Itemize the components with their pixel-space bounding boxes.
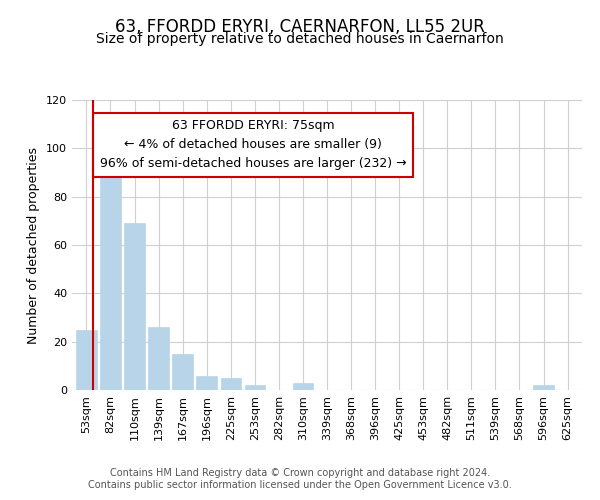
Bar [245,385,265,390]
Bar [293,383,313,390]
Text: 63, FFORDD ERYRI, CAERNARFON, LL55 2UR: 63, FFORDD ERYRI, CAERNARFON, LL55 2UR [115,18,485,36]
Bar [221,378,241,390]
Text: 63 FFORDD ERYRI: 75sqm
← 4% of detached houses are smaller (9)
96% of semi-detac: 63 FFORDD ERYRI: 75sqm ← 4% of detached … [100,120,406,170]
Bar [172,354,193,390]
Bar [124,223,145,390]
Bar [196,376,217,390]
Bar [148,327,169,390]
Bar [76,330,97,390]
Bar [533,385,554,390]
Text: Size of property relative to detached houses in Caernarfon: Size of property relative to detached ho… [96,32,504,46]
Bar [100,168,121,390]
Y-axis label: Number of detached properties: Number of detached properties [28,146,40,344]
Text: Contains HM Land Registry data © Crown copyright and database right 2024.
Contai: Contains HM Land Registry data © Crown c… [88,468,512,490]
